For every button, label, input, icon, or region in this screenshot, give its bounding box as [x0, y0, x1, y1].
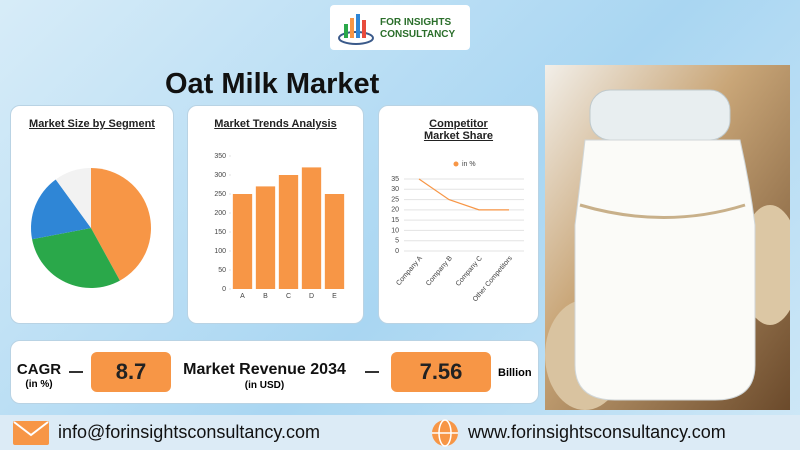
y-tick-label: 30	[391, 186, 399, 193]
chart-title: Market Size by Segment	[29, 118, 155, 130]
stat-value: 8.7	[91, 352, 171, 392]
y-tick-label: 50	[218, 267, 226, 274]
stat-value: 7.56	[391, 352, 491, 392]
y-tick-label: 20	[391, 207, 399, 214]
chart-card: Market Size by Segment	[10, 105, 174, 324]
y-tick-label: 250	[214, 191, 226, 198]
y-tick-label: 200	[214, 210, 226, 217]
x-tick-label: B	[263, 293, 268, 300]
page-title: Oat Milk Market	[165, 68, 380, 100]
dash	[69, 371, 83, 373]
email[interactable]: info@forinsightsconsultancy.com	[58, 422, 321, 442]
chart-title: Market Trends Analysis	[214, 118, 337, 130]
y-tick-label: 0	[222, 286, 226, 293]
stat-label: CAGR	[16, 361, 62, 378]
website[interactable]: www.forinsightsconsultancy.com	[468, 422, 726, 442]
bar	[301, 167, 322, 289]
y-tick-label: 25	[391, 196, 399, 203]
line-series	[418, 178, 509, 211]
y-tick-label: 10	[391, 227, 399, 234]
pie-slice	[91, 168, 151, 281]
product-photo	[545, 65, 790, 410]
logo-icon	[338, 14, 374, 45]
x-tick-label: C	[286, 293, 291, 300]
logo: FOR INSIGHTS CONSULTANCY	[330, 5, 470, 50]
footer: info@forinsightsconsultancy.com www.fori…	[0, 415, 800, 450]
y-tick-label: 35	[391, 176, 399, 183]
email-icon	[13, 421, 49, 445]
y-tick-label: 100	[214, 248, 226, 255]
bar	[255, 186, 276, 289]
logo-text: CONSULTANCY	[380, 29, 456, 40]
legend-label: in %	[462, 161, 476, 168]
x-tick-label: A	[240, 293, 245, 300]
y-tick-label: 150	[214, 229, 226, 236]
chart-card: Market Trends Analysis 0 50 100 150 200 250 30…	[187, 105, 364, 324]
bar	[232, 194, 253, 289]
x-tick-label: Company B	[425, 255, 454, 288]
chart: 0 50 100 150 200 250 300 350 A B C D E	[214, 153, 345, 300]
web-icon	[432, 419, 458, 447]
stat-label: Market Revenue 2034	[183, 361, 346, 378]
stat-scale: Billion	[498, 367, 532, 379]
bar	[278, 175, 299, 289]
chart-card: Competitor Market Share 0 5 10 15 20 25 30 35 Co…	[378, 105, 539, 324]
pie-slice	[31, 179, 91, 240]
stats-panel: CAGR (in %) 8.7 Market Revenue 2034 (in …	[10, 340, 539, 404]
x-tick-label: D	[309, 293, 314, 300]
y-tick-label: 350	[214, 153, 226, 160]
logo-text: FOR INSIGHTS	[380, 17, 452, 28]
y-tick-label: 15	[391, 217, 399, 224]
pie-slice	[32, 228, 120, 288]
y-tick-label: 0	[395, 248, 399, 255]
stat-unit: (in USD)	[244, 380, 285, 391]
chart-title: Competitor Market Share	[423, 118, 494, 142]
pie-slice	[55, 168, 91, 228]
x-tick-label: E	[332, 293, 337, 300]
x-tick-label: Company A	[395, 255, 424, 287]
y-tick-label: 5	[395, 238, 399, 245]
legend-marker	[453, 161, 459, 167]
dash	[365, 371, 379, 373]
chart: 0 5 10 15 20 25 30 35 Company A Company B Company …	[391, 161, 524, 303]
stat-unit: (in %)	[25, 379, 53, 390]
x-tick-label: Company C	[455, 255, 484, 288]
y-tick-label: 300	[214, 172, 226, 179]
chart	[31, 168, 151, 288]
bar	[324, 194, 345, 289]
